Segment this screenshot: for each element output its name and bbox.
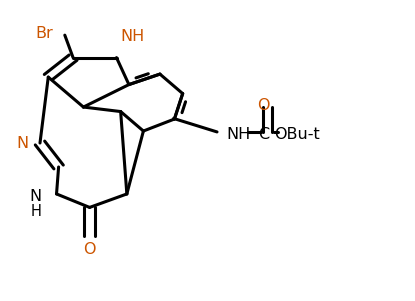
Text: NH: NH [226,126,250,141]
Text: OBu-t: OBu-t [273,126,320,141]
Text: N: N [17,135,29,150]
Text: H: H [30,204,41,219]
Text: N: N [29,188,41,203]
Text: Br: Br [36,26,54,41]
Text: C: C [258,126,269,141]
Text: O: O [83,242,96,257]
Text: O: O [257,98,270,113]
Text: NH: NH [121,29,145,44]
